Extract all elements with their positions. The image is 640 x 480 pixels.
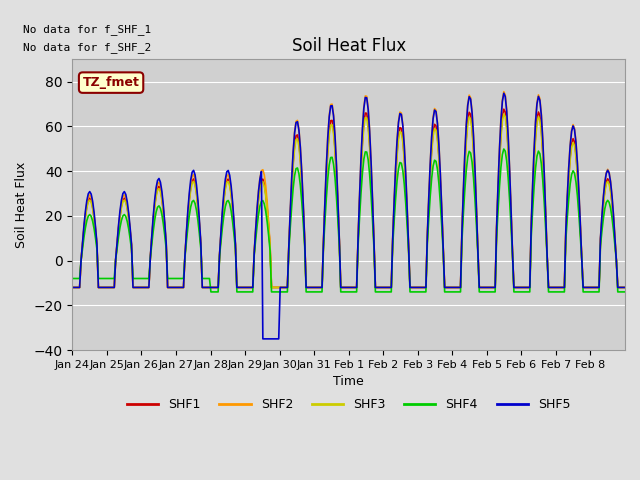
X-axis label: Time: Time xyxy=(333,375,364,388)
Text: No data for f_SHF_2: No data for f_SHF_2 xyxy=(22,42,151,53)
Text: TZ_fmet: TZ_fmet xyxy=(83,76,140,89)
Text: No data for f_SHF_1: No data for f_SHF_1 xyxy=(22,24,151,36)
Y-axis label: Soil Heat Flux: Soil Heat Flux xyxy=(15,162,28,248)
Title: Soil Heat Flux: Soil Heat Flux xyxy=(292,37,406,55)
Legend: SHF1, SHF2, SHF3, SHF4, SHF5: SHF1, SHF2, SHF3, SHF4, SHF5 xyxy=(122,394,575,417)
